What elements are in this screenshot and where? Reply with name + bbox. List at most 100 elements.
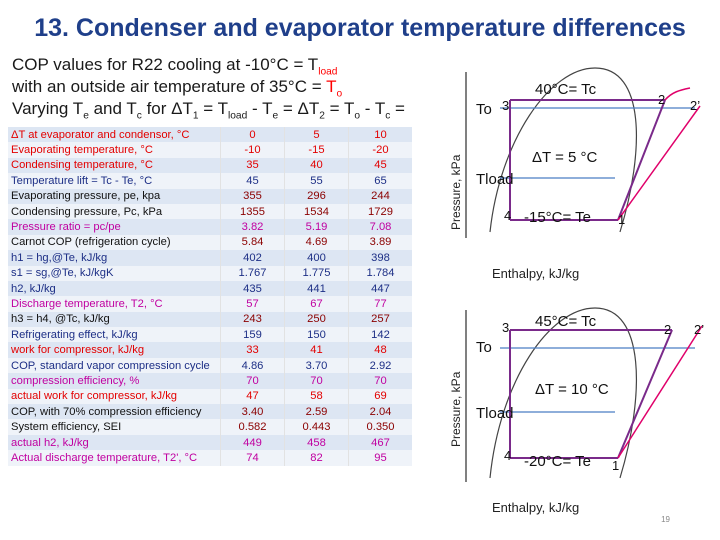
intro-line-2-to: T — [326, 77, 337, 96]
table-row: h1 = hg,@Te, kJ/kg 402 400 398 — [8, 250, 412, 266]
top-point-2: 2 — [658, 92, 665, 107]
row-value: 74 — [220, 450, 285, 466]
table-row: h2, kJ/kg 435 441 447 — [8, 280, 412, 297]
intro-l3-d: c — [136, 110, 142, 122]
row-value: 69 — [348, 388, 412, 405]
row-value: 400 — [284, 250, 349, 266]
top-tload-label: Tload — [476, 171, 514, 188]
row-value: 447 — [348, 280, 412, 297]
row-value: 159 — [220, 327, 285, 343]
row-label: s1 = sg,@Te, kJ/kgK — [11, 267, 114, 280]
table-row: Evaporating pressure, pe, kpa 355 296 244 — [8, 188, 412, 204]
row-value: 1.775 — [284, 265, 349, 281]
cop-table-body: ΔT at evaporator and condensor, °C 0 5 10 Ev… — [8, 127, 412, 466]
row-value: 2.92 — [348, 357, 412, 374]
bottom-compression-line — [617, 329, 673, 459]
row-value: 95 — [348, 450, 412, 466]
bottom-y-axis-label: Pressure, kPa — [449, 371, 463, 447]
intro-l3-p: c — [385, 110, 391, 122]
row-value: 65 — [348, 173, 412, 189]
row-value: 296 — [284, 188, 349, 204]
intro-l3-b: e — [83, 110, 89, 122]
row-value: 1729 — [348, 203, 412, 220]
slide-title: 13. Condenser and evaporator temperature… — [34, 14, 686, 42]
intro-l3-n: o — [354, 110, 361, 122]
row-value: 45 — [220, 173, 285, 189]
row-value: 355 — [220, 188, 285, 204]
bottom-x-axis-label: Enthalpy, kJ/kg — [492, 500, 579, 515]
row-label: System efficiency, SEI — [11, 421, 122, 434]
intro-line-2-sub: o — [336, 88, 343, 100]
row-value: 1.767 — [220, 265, 285, 281]
bottom-tc-label: 45°C= Tc — [535, 313, 597, 330]
intro-l3-m: = T — [324, 99, 355, 118]
intro-l3-h: load — [228, 110, 248, 122]
table-row: Condensing temperature, °C 35 40 45 — [8, 157, 412, 174]
slide-number: 19 — [661, 515, 670, 524]
top-tc-label: 40°C= Tc — [535, 81, 597, 98]
bottom-tload-label: Tload — [476, 405, 514, 422]
row-value: 0.443 — [284, 419, 349, 435]
row-value: 7.08 — [348, 219, 412, 235]
intro-line-1-text: COP values for R22 cooling at -10°C = T — [12, 55, 319, 74]
table-row: Actual discharge temperature, T2', °C 74 8… — [8, 450, 412, 466]
top-compression-line — [617, 99, 666, 221]
row-label: compression efficiency, % — [11, 374, 140, 387]
row-value: 3.70 — [284, 357, 349, 374]
table-row: Refrigerating effect, kJ/kg 159 150 142 — [8, 327, 412, 343]
bottom-point-2prime: 2’ — [694, 322, 704, 337]
row-value: 58 — [284, 388, 349, 405]
row-value: 142 — [348, 327, 412, 343]
row-value: 244 — [348, 188, 412, 204]
intro-line-2-text: with an outside air temperature of 35°C … — [12, 77, 327, 96]
bottom-te-label: -20°C= Te — [524, 453, 591, 470]
row-value: 1534 — [284, 203, 349, 220]
row-value: 0.582 — [220, 419, 285, 435]
table-row: COP, standard vapor compression cycle 4.8… — [8, 357, 412, 374]
row-label: COP, standard vapor compression cycle — [11, 359, 210, 372]
intro-l3-f: 1 — [192, 110, 199, 122]
row-value: 45 — [348, 157, 412, 174]
intro-l3-g: = T — [198, 99, 228, 118]
row-label: actual h2, kJ/kg — [11, 436, 89, 449]
ph-diagram-bottom: Pressure, kPa To 3 45°C= Tc 2 2’ ΔT = 10… — [449, 307, 704, 515]
intro-l3-o: - T — [360, 99, 386, 118]
row-value: 4.69 — [284, 234, 349, 251]
row-value: 70 — [284, 373, 349, 389]
table-row: System efficiency, SEI 0.582 0.443 0.350 — [8, 419, 412, 435]
top-x-axis-label: Enthalpy, kJ/kg — [492, 266, 579, 281]
top-point-3: 3 — [502, 98, 509, 113]
row-value: 3.89 — [348, 234, 412, 251]
table-row: ΔT at evaporator and condensor, °C 0 5 10 — [8, 127, 412, 143]
top-actual-compression — [617, 105, 701, 221]
row-value: 3.82 — [220, 219, 285, 235]
row-value: 243 — [220, 311, 285, 328]
intro-line-1: COP values for R22 cooling at -10°C = Tl… — [12, 55, 337, 77]
table-row: work for compressor, kJ/kg 33 41 48 — [8, 342, 412, 358]
row-value: 55 — [284, 173, 349, 189]
row-value: 47 — [220, 388, 285, 405]
cop-table: ΔT at evaporator and condensor, °C 0 5 10 Ev… — [8, 127, 412, 466]
table-row: COP, with 70% compression efficiency 3.40… — [8, 404, 412, 420]
row-label: Condensing temperature, °C — [11, 159, 153, 172]
top-isotherm — [664, 87, 691, 101]
bottom-point-3: 3 — [502, 320, 509, 335]
row-value: 33 — [220, 342, 285, 358]
top-point-1: 1 — [618, 212, 625, 227]
table-row: compression efficiency, % 70 70 70 — [8, 373, 412, 389]
row-value: 1.784 — [348, 265, 412, 281]
row-value: 70 — [348, 373, 412, 389]
row-value: 0.350 — [348, 419, 412, 435]
row-value: 2.59 — [284, 404, 349, 420]
row-value: 467 — [348, 434, 412, 451]
row-value: 257 — [348, 311, 412, 328]
row-value: 458 — [284, 434, 349, 451]
row-value: -10 — [220, 142, 285, 158]
row-value: 402 — [220, 250, 285, 266]
row-label: ΔT at evaporator and condensor, °C — [11, 128, 190, 141]
row-value: 2.04 — [348, 404, 412, 420]
row-value: -15 — [284, 142, 349, 158]
top-point-4: 4 — [504, 208, 511, 223]
table-row: Condensing pressure, Pc, kPa 1355 1534 1729 — [8, 203, 412, 220]
row-value: 4.86 — [220, 357, 285, 374]
